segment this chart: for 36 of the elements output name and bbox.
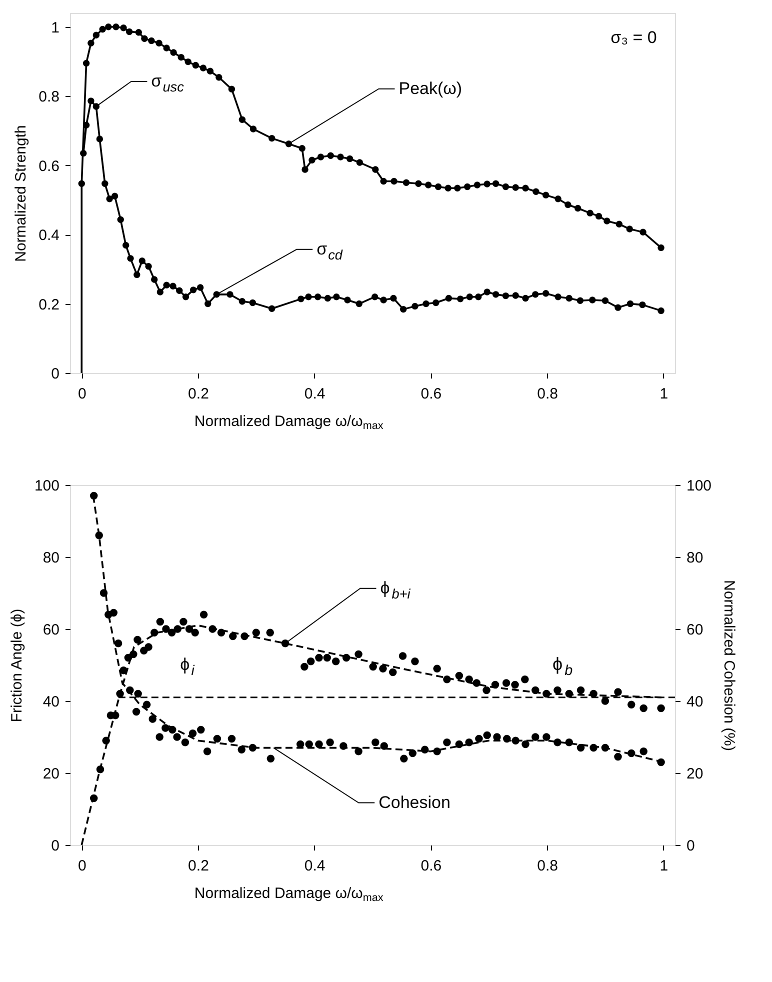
x-tick-label: 0.6	[420, 386, 442, 402]
y-tick-label: 100	[34, 478, 60, 494]
y-tick-label: 1	[51, 19, 60, 36]
annotation: Peak(ω)	[398, 78, 462, 98]
y-tick-label: 60	[42, 622, 60, 638]
y2-tick-label: 0	[686, 838, 695, 854]
y2-tick-label: 20	[686, 766, 704, 782]
y-tick-label: 0	[51, 366, 60, 382]
annotation: σ₃ = 0	[610, 28, 657, 48]
y-tick-label: 0	[51, 838, 60, 854]
y-tick-label: 0.6	[38, 158, 60, 175]
y-axis-title: Normalized Strength	[12, 125, 30, 262]
x-tick-label: 0.6	[420, 858, 442, 874]
x-tick-label: 0	[78, 386, 86, 402]
y-tick-label: 0.2	[38, 296, 60, 314]
y-tick-label: 40	[42, 694, 60, 710]
x-tick-label: 0.4	[304, 858, 326, 874]
y2-tick-label: 100	[686, 478, 712, 494]
y2-tick-label: 80	[686, 550, 704, 566]
y-tick-label: 0.8	[38, 88, 60, 106]
x-tick-label: 0.4	[304, 386, 326, 402]
x-tick-label: 0.8	[537, 858, 558, 874]
y2-tick-label: 60	[686, 622, 704, 638]
y-tick-label: 0.4	[38, 227, 60, 244]
y2-axis-title: Normalized Cohesion (%)	[720, 580, 738, 751]
y2-tick-label: 40	[686, 694, 704, 710]
y-tick-label: 20	[42, 766, 60, 782]
y-tick-label: 80	[42, 550, 60, 566]
x-tick-label: 0.2	[188, 386, 209, 402]
x-tick-label: 0	[78, 858, 86, 874]
x-tick-label: 1	[660, 858, 668, 874]
x-tick-label: 0.2	[188, 858, 209, 874]
x-tick-label: 1	[660, 386, 668, 402]
y-axis-title: Friction Angle (ϕ)	[8, 608, 26, 722]
x-tick-label: 0.8	[537, 386, 558, 402]
annotation: Cohesion	[378, 792, 450, 812]
